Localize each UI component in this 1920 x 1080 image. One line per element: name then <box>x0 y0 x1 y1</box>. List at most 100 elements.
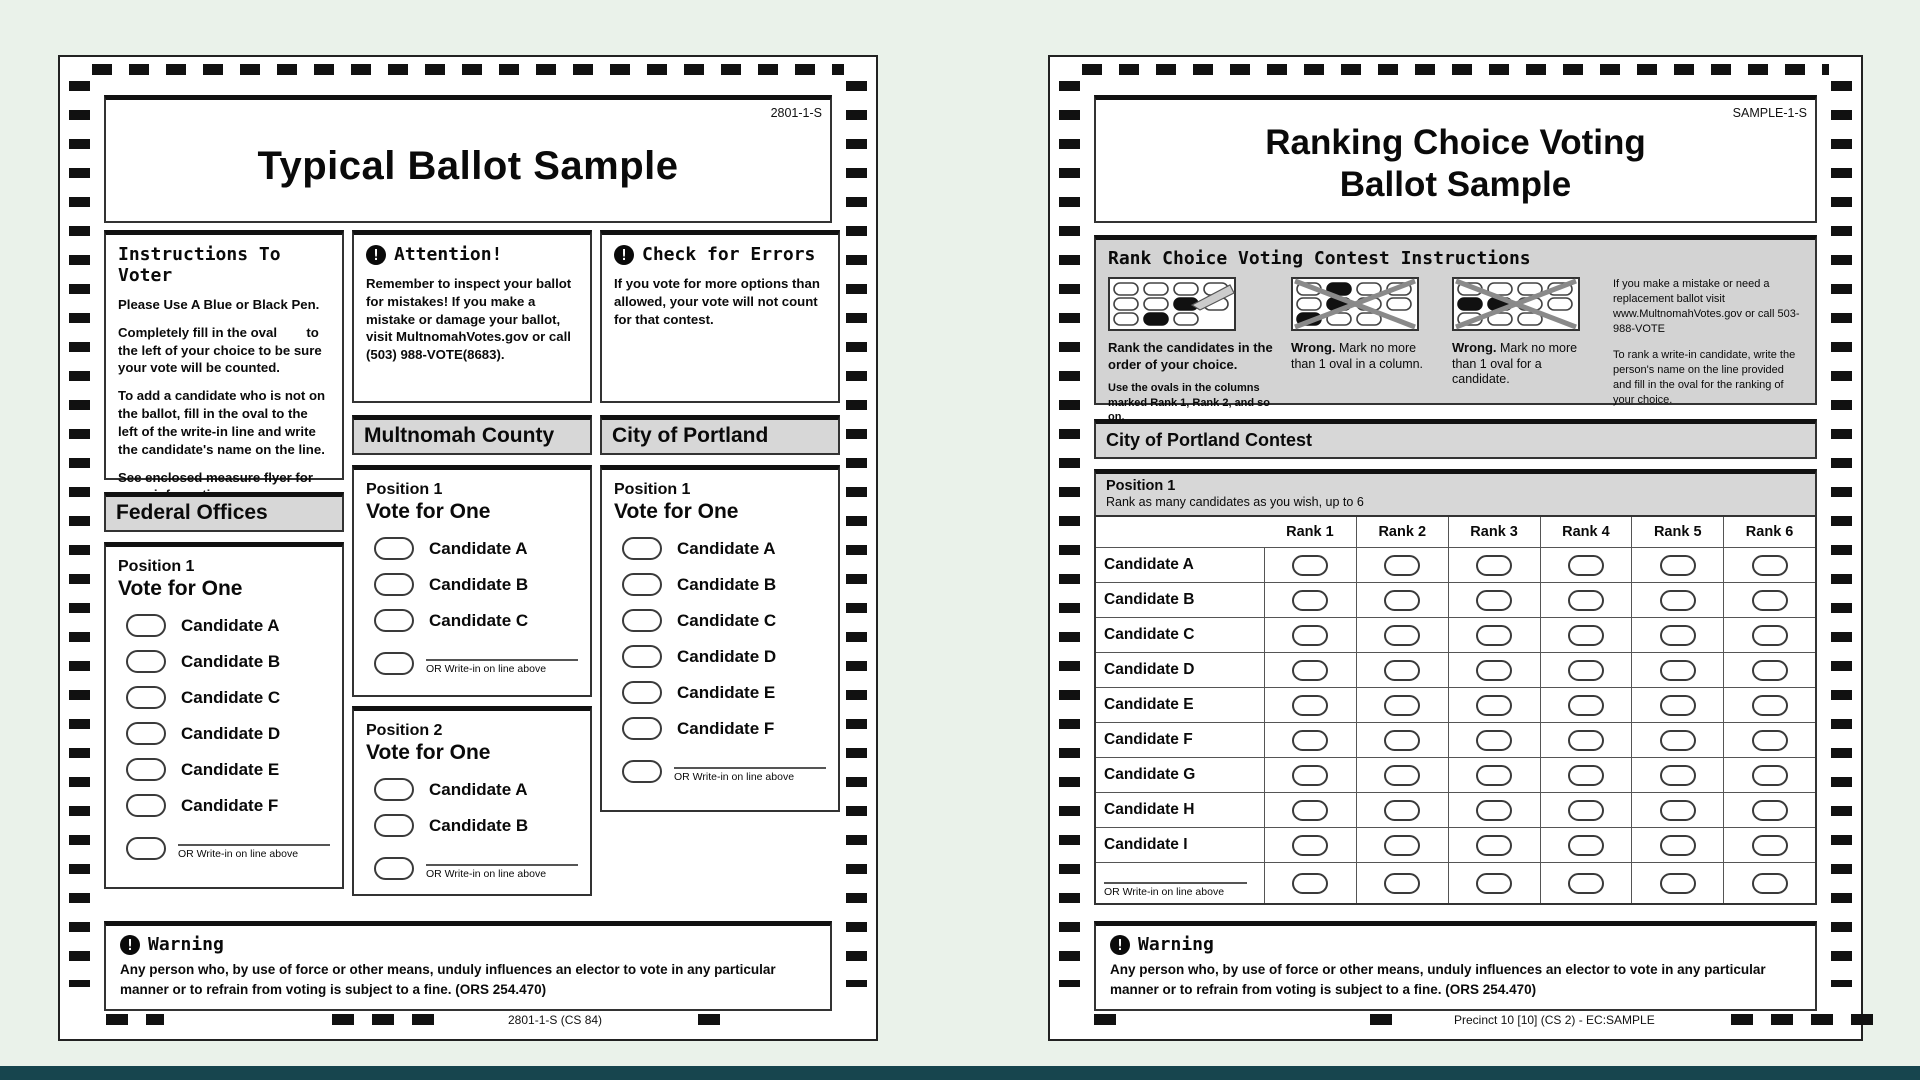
vote-oval[interactable] <box>1384 589 1421 611</box>
vote-oval[interactable] <box>374 814 414 837</box>
rank-4-cell[interactable] <box>1539 827 1632 862</box>
vote-oval[interactable] <box>1476 834 1513 856</box>
vote-oval[interactable] <box>1384 694 1421 716</box>
vote-oval[interactable] <box>374 652 414 675</box>
rank-3-cell[interactable] <box>1447 617 1540 652</box>
rank-3-cell[interactable] <box>1447 547 1540 582</box>
vote-oval[interactable] <box>1659 872 1696 894</box>
vote-oval[interactable] <box>622 645 662 668</box>
rank-4-cell[interactable] <box>1539 862 1632 903</box>
rank-5-cell[interactable] <box>1631 827 1724 862</box>
candidate-option[interactable]: Candidate A <box>374 778 578 801</box>
vote-oval[interactable] <box>1659 799 1696 821</box>
vote-oval[interactable] <box>1751 589 1788 611</box>
rank-5-cell[interactable] <box>1631 547 1724 582</box>
rank-1-cell[interactable] <box>1264 792 1356 827</box>
candidate-option[interactable]: Candidate A <box>622 537 826 560</box>
rank-1-cell[interactable] <box>1264 757 1356 792</box>
rank-4-cell[interactable] <box>1539 652 1632 687</box>
rank-5-cell[interactable] <box>1631 722 1724 757</box>
vote-oval[interactable] <box>1384 799 1421 821</box>
rank-2-cell[interactable] <box>1355 687 1448 722</box>
vote-oval[interactable] <box>1659 729 1696 751</box>
rank-6-cell[interactable] <box>1723 687 1815 722</box>
rank-4-cell[interactable] <box>1539 617 1632 652</box>
vote-oval[interactable] <box>126 758 166 781</box>
rank-3-cell[interactable] <box>1447 687 1540 722</box>
vote-oval[interactable] <box>1567 659 1604 681</box>
vote-oval[interactable] <box>1567 624 1604 646</box>
vote-oval[interactable] <box>1567 694 1604 716</box>
vote-oval[interactable] <box>374 573 414 596</box>
rank-3-cell[interactable] <box>1447 792 1540 827</box>
rank-3-cell[interactable] <box>1447 827 1540 862</box>
rank-5-cell[interactable] <box>1631 617 1724 652</box>
rank-3-cell[interactable] <box>1447 722 1540 757</box>
rank-6-cell[interactable] <box>1723 652 1815 687</box>
candidate-option[interactable]: Candidate D <box>126 722 330 745</box>
rank-6-cell[interactable] <box>1723 547 1815 582</box>
rank-2-cell[interactable] <box>1355 547 1448 582</box>
rank-2-cell[interactable] <box>1355 862 1448 903</box>
candidate-option[interactable]: Candidate B <box>374 573 578 596</box>
rank-5-cell[interactable] <box>1631 652 1724 687</box>
vote-oval[interactable] <box>1751 659 1788 681</box>
write-in-line[interactable] <box>674 755 826 769</box>
vote-oval[interactable] <box>1567 834 1604 856</box>
rank-1-cell[interactable] <box>1264 862 1356 903</box>
rank-6-cell[interactable] <box>1723 722 1815 757</box>
rank-6-cell[interactable] <box>1723 757 1815 792</box>
vote-oval[interactable] <box>1292 694 1329 716</box>
rank-6-cell[interactable] <box>1723 862 1815 903</box>
candidate-option[interactable]: Candidate F <box>126 794 330 817</box>
rank-5-cell[interactable] <box>1631 687 1724 722</box>
rank-5-cell[interactable] <box>1631 582 1724 617</box>
write-in-option[interactable]: OR Write-in on line above <box>374 852 578 880</box>
candidate-option[interactable]: Candidate E <box>622 681 826 704</box>
vote-oval[interactable] <box>1751 624 1788 646</box>
vote-oval[interactable] <box>1384 834 1421 856</box>
vote-oval[interactable] <box>126 614 166 637</box>
vote-oval[interactable] <box>126 722 166 745</box>
vote-oval[interactable] <box>1567 554 1604 576</box>
write-in-line[interactable] <box>178 832 330 846</box>
vote-oval[interactable] <box>1384 554 1421 576</box>
vote-oval[interactable] <box>1292 659 1329 681</box>
candidate-option[interactable]: Candidate D <box>622 645 826 668</box>
vote-oval[interactable] <box>1384 729 1421 751</box>
write-in-option[interactable]: OR Write-in on line above <box>374 647 578 675</box>
rank-3-cell[interactable] <box>1447 652 1540 687</box>
vote-oval[interactable] <box>1384 872 1421 894</box>
candidate-option[interactable]: Candidate F <box>622 717 826 740</box>
rank-2-cell[interactable] <box>1355 757 1448 792</box>
vote-oval[interactable] <box>1476 872 1513 894</box>
rank-2-cell[interactable] <box>1355 722 1448 757</box>
write-in-option[interactable]: OR Write-in on line above <box>1096 862 1264 902</box>
vote-oval[interactable] <box>1476 799 1513 821</box>
rank-4-cell[interactable] <box>1539 582 1632 617</box>
vote-oval[interactable] <box>1476 764 1513 786</box>
vote-oval[interactable] <box>1476 554 1513 576</box>
rank-6-cell[interactable] <box>1723 617 1815 652</box>
vote-oval[interactable] <box>374 609 414 632</box>
vote-oval[interactable] <box>1292 624 1329 646</box>
rank-1-cell[interactable] <box>1264 652 1356 687</box>
rank-4-cell[interactable] <box>1539 547 1632 582</box>
rank-1-cell[interactable] <box>1264 722 1356 757</box>
rank-3-cell[interactable] <box>1447 862 1540 903</box>
vote-oval[interactable] <box>1476 624 1513 646</box>
vote-oval[interactable] <box>1476 659 1513 681</box>
vote-oval[interactable] <box>1292 554 1329 576</box>
vote-oval[interactable] <box>126 794 166 817</box>
write-in-line[interactable] <box>426 852 578 866</box>
candidate-option[interactable]: Candidate C <box>374 609 578 632</box>
candidate-option[interactable]: Candidate A <box>126 614 330 637</box>
vote-oval[interactable] <box>1567 872 1604 894</box>
write-in-option[interactable]: OR Write-in on line above <box>622 755 826 783</box>
rank-2-cell[interactable] <box>1355 582 1448 617</box>
rank-1-cell[interactable] <box>1264 547 1356 582</box>
rank-5-cell[interactable] <box>1631 757 1724 792</box>
vote-oval[interactable] <box>1751 872 1788 894</box>
vote-oval[interactable] <box>1384 624 1421 646</box>
vote-oval[interactable] <box>1476 729 1513 751</box>
